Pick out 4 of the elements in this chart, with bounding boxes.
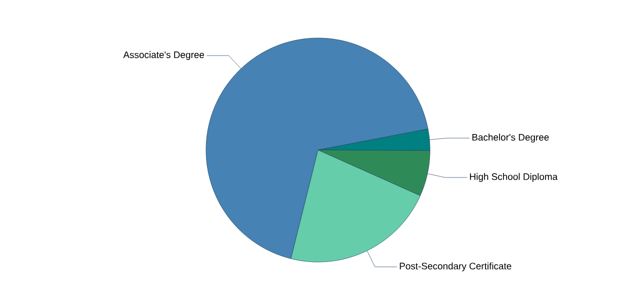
slice-label: Associate's Degree	[123, 51, 204, 60]
slice-label: Bachelor's Degree	[472, 134, 549, 142]
slice-label: High School Diploma	[470, 173, 558, 182]
slice-label: Post-Secondary Certificate	[400, 262, 512, 272]
